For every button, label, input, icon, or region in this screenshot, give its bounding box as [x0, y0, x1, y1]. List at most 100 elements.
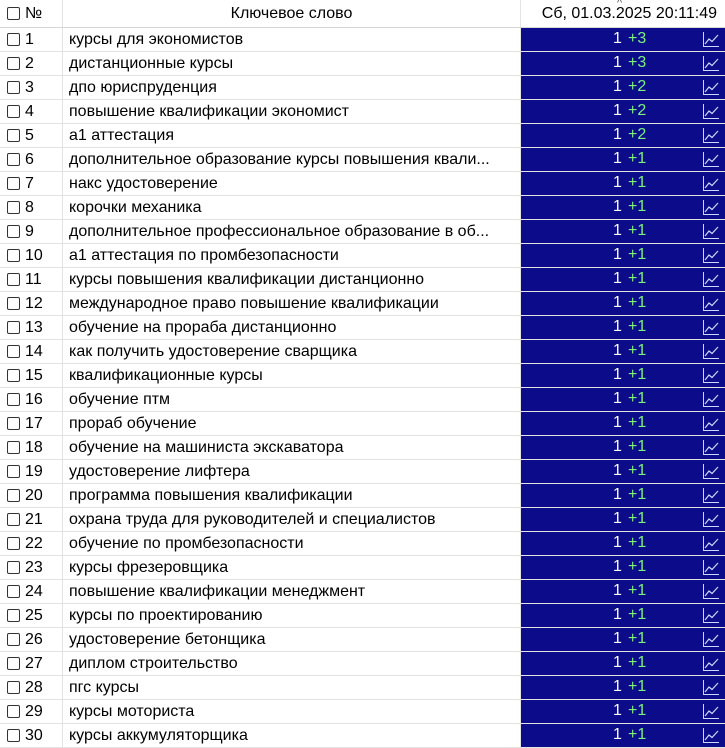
row-checkbox[interactable] [7, 681, 20, 694]
position-cell[interactable]: 1 +1 [521, 484, 725, 507]
keyword-cell[interactable]: корочки механика [63, 196, 521, 219]
row-checkbox[interactable] [7, 513, 20, 526]
table-row[interactable]: 20 программа повышения квалификации 1 +1 [0, 484, 725, 508]
table-row[interactable]: 21 охрана труда для руководителей и спец… [0, 508, 725, 532]
position-cell[interactable]: 1 +2 [521, 100, 725, 123]
table-row[interactable]: 27 диплом строительство 1 +1 [0, 652, 725, 676]
row-checkbox[interactable] [7, 369, 20, 382]
keyword-cell[interactable]: курсы по проектированию [63, 604, 521, 627]
row-checkbox[interactable] [7, 561, 20, 574]
position-cell[interactable]: 1 +1 [521, 268, 725, 291]
row-checkbox[interactable] [7, 585, 20, 598]
trend-chart-icon[interactable] [702, 367, 720, 384]
trend-chart-icon[interactable] [702, 295, 720, 312]
trend-chart-icon[interactable] [702, 31, 720, 48]
position-cell[interactable]: 1 +1 [521, 436, 725, 459]
row-checkbox[interactable] [7, 345, 20, 358]
row-checkbox[interactable] [7, 57, 20, 70]
keyword-cell[interactable]: прораб обучение [63, 412, 521, 435]
keyword-cell[interactable]: охрана труда для руководителей и специал… [63, 508, 521, 531]
position-cell[interactable]: 1 +1 [521, 364, 725, 387]
table-row[interactable]: 8 корочки механика 1 +1 [0, 196, 725, 220]
keyword-cell[interactable]: курсы аккумуляторщика [63, 724, 521, 747]
table-row[interactable]: 3 дпо юриспруденция 1 +2 [0, 76, 725, 100]
row-checkbox[interactable] [7, 105, 20, 118]
trend-chart-icon[interactable] [702, 103, 720, 120]
keyword-cell[interactable]: дпо юриспруденция [63, 76, 521, 99]
table-row[interactable]: 28 пгс курсы 1 +1 [0, 676, 725, 700]
row-checkbox[interactable] [7, 33, 20, 46]
table-row[interactable]: 17 прораб обучение 1 +1 [0, 412, 725, 436]
table-row[interactable]: 11 курсы повышения квалификации дистанци… [0, 268, 725, 292]
position-cell[interactable]: 1 +1 [521, 508, 725, 531]
trend-chart-icon[interactable] [702, 559, 720, 576]
keyword-cell[interactable]: дополнительное образование курсы повышен… [63, 148, 521, 171]
position-cell[interactable]: 1 +1 [521, 532, 725, 555]
table-row[interactable]: 2 дистанционные курсы 1 +3 [0, 52, 725, 76]
trend-chart-icon[interactable] [702, 391, 720, 408]
keyword-cell[interactable]: обучение на машиниста экскаватора [63, 436, 521, 459]
trend-chart-icon[interactable] [702, 199, 720, 216]
position-cell[interactable]: 1 +1 [521, 196, 725, 219]
row-checkbox[interactable] [7, 81, 20, 94]
position-cell[interactable]: 1 +1 [521, 148, 725, 171]
table-row[interactable]: 16 обучение птм 1 +1 [0, 388, 725, 412]
header-keyword-label[interactable]: Ключевое слово [230, 4, 353, 22]
row-checkbox[interactable] [7, 153, 20, 166]
keyword-cell[interactable]: обучение на прораба дистанционно [63, 316, 521, 339]
table-row[interactable]: 13 обучение на прораба дистанционно 1 +1 [0, 316, 725, 340]
keyword-cell[interactable]: пгс курсы [63, 676, 521, 699]
trend-chart-icon[interactable] [702, 463, 720, 480]
trend-chart-icon[interactable] [702, 487, 720, 504]
position-cell[interactable]: 1 +1 [521, 340, 725, 363]
row-checkbox[interactable] [7, 297, 20, 310]
trend-chart-icon[interactable] [702, 247, 720, 264]
keyword-cell[interactable]: дистанционные курсы [63, 52, 521, 75]
trend-chart-icon[interactable] [702, 343, 720, 360]
row-checkbox[interactable] [7, 393, 20, 406]
row-checkbox[interactable] [7, 633, 20, 646]
header-keyword-cell[interactable]: Ключевое слово [63, 0, 521, 27]
trend-chart-icon[interactable] [702, 679, 720, 696]
row-checkbox[interactable] [7, 321, 20, 334]
trend-chart-icon[interactable] [702, 55, 720, 72]
trend-chart-icon[interactable] [702, 511, 720, 528]
position-cell[interactable]: 1 +1 [521, 292, 725, 315]
trend-chart-icon[interactable] [702, 271, 720, 288]
table-row[interactable]: 15 квалификационные курсы 1 +1 [0, 364, 725, 388]
keyword-cell[interactable]: курсы фрезеровщика [63, 556, 521, 579]
row-checkbox[interactable] [7, 609, 20, 622]
trend-chart-icon[interactable] [702, 79, 720, 96]
keyword-cell[interactable]: обучение по промбезопасности [63, 532, 521, 555]
keyword-cell[interactable]: обучение птм [63, 388, 521, 411]
table-row[interactable]: 12 международное право повышение квалифи… [0, 292, 725, 316]
row-checkbox[interactable] [7, 657, 20, 670]
position-cell[interactable]: 1 +1 [521, 316, 725, 339]
row-checkbox[interactable] [7, 129, 20, 142]
keyword-cell[interactable]: а1 аттестация по промбезопасности [63, 244, 521, 267]
position-cell[interactable]: 1 +1 [521, 460, 725, 483]
table-row[interactable]: 14 как получить удостоверение сварщика 1… [0, 340, 725, 364]
keyword-cell[interactable]: диплом строительство [63, 652, 521, 675]
row-checkbox[interactable] [7, 417, 20, 430]
trend-chart-icon[interactable] [702, 583, 720, 600]
keyword-cell[interactable]: повышение квалификации экономист [63, 100, 521, 123]
trend-chart-icon[interactable] [702, 703, 720, 720]
keyword-cell[interactable]: накс удостоверение [63, 172, 521, 195]
table-row[interactable]: 5 а1 аттестация 1 +2 [0, 124, 725, 148]
keyword-cell[interactable]: удостоверение лифтера [63, 460, 521, 483]
trend-chart-icon[interactable] [702, 631, 720, 648]
table-row[interactable]: 1 курсы для экономистов 1 +3 [0, 28, 725, 52]
position-cell[interactable]: 1 +3 [521, 52, 725, 75]
trend-chart-icon[interactable] [702, 151, 720, 168]
trend-chart-icon[interactable] [702, 727, 720, 744]
position-cell[interactable]: 1 +1 [521, 556, 725, 579]
keyword-cell[interactable]: удостоверение бетонщика [63, 628, 521, 651]
position-cell[interactable]: 1 +1 [521, 676, 725, 699]
table-row[interactable]: 7 накс удостоверение 1 +1 [0, 172, 725, 196]
position-cell[interactable]: 1 +1 [521, 580, 725, 603]
position-cell[interactable]: 1 +1 [521, 604, 725, 627]
keyword-cell[interactable]: как получить удостоверение сварщика [63, 340, 521, 363]
trend-chart-icon[interactable] [702, 439, 720, 456]
row-checkbox[interactable] [7, 225, 20, 238]
